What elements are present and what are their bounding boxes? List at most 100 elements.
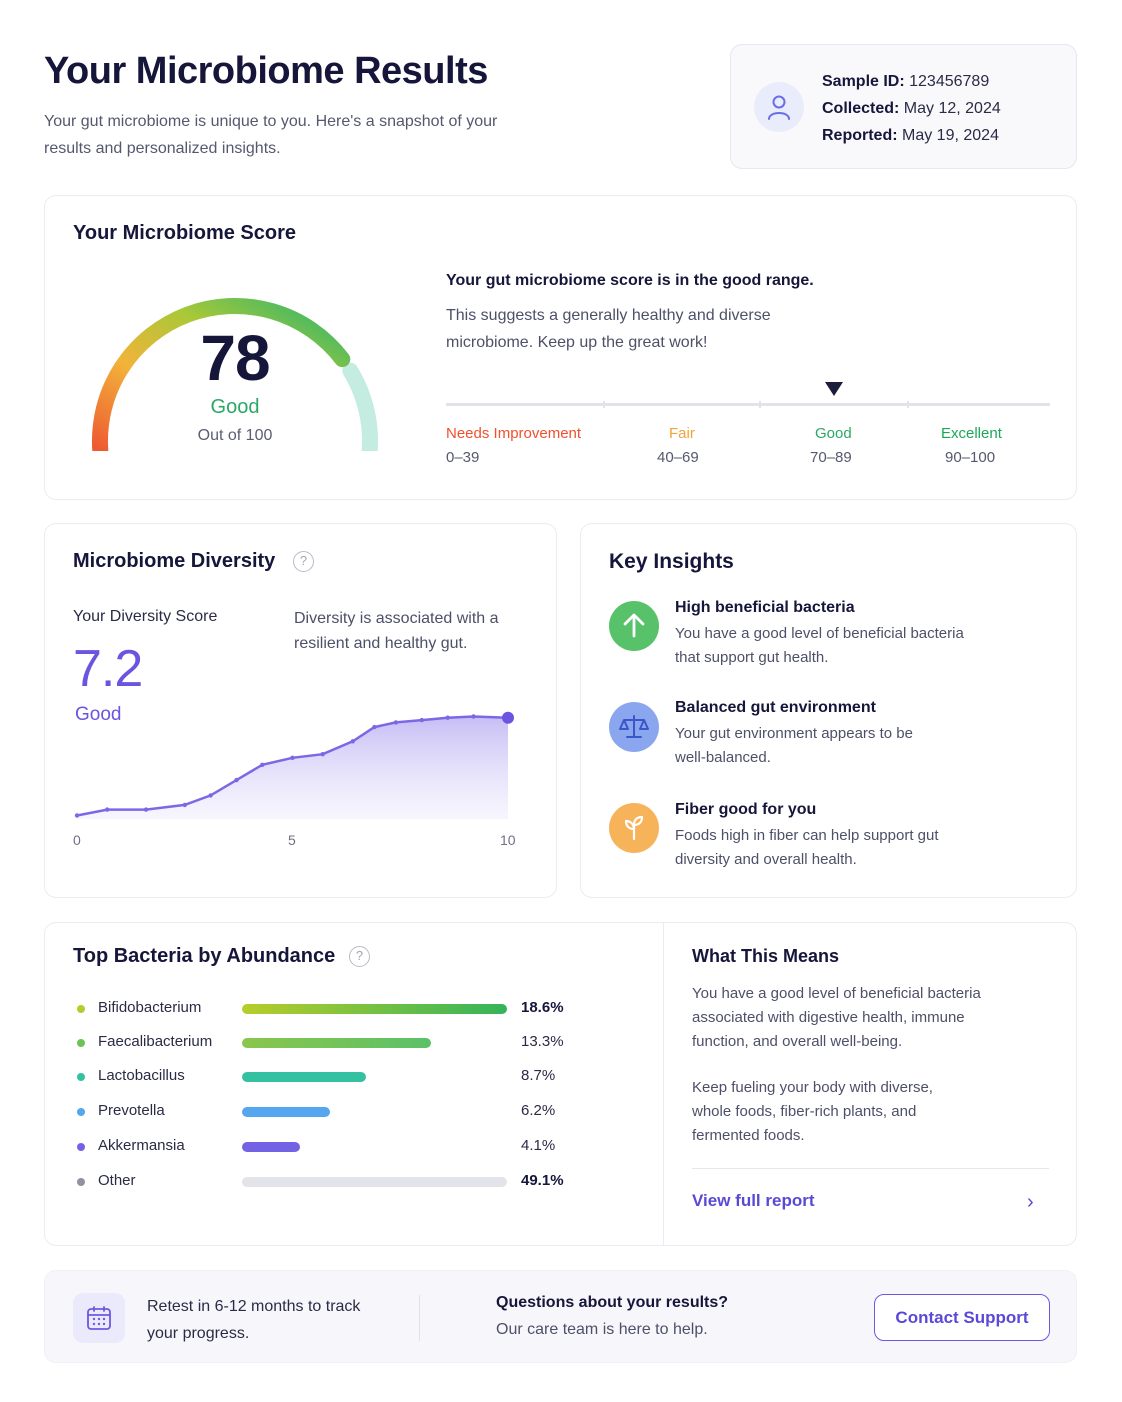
abundance-percent: 18.6% (521, 999, 564, 1016)
user-icon (754, 82, 804, 132)
bacteria-name: Lactobacillus (98, 1067, 185, 1084)
legend-dot (77, 1039, 85, 1047)
range-label-needs-improvement: Needs Improvement (446, 425, 582, 442)
questions-heading: Questions about your results? (496, 1294, 729, 1311)
diversity-area (77, 716, 508, 819)
bacteria-row: Prevotella 6.2% (73, 1102, 633, 1122)
help-icon[interactable]: ? (349, 946, 370, 967)
key-insights-card: Key Insights High beneficial bacteria Yo… (580, 523, 1077, 898)
insight-text: Foods high in fiber can help support gut… (675, 827, 939, 868)
bacteria-card: Top Bacteria by Abundance ? Bifidobacter… (44, 922, 1077, 1246)
score-rating: Good (210, 396, 260, 418)
insight-title: Balanced gut environment (675, 699, 876, 716)
diversity-card-title: Microbiome Diversity (73, 550, 276, 572)
abundance-percent: 6.2% (521, 1102, 556, 1119)
diversity-score-value: 7.2 (73, 640, 143, 698)
plant-icon (609, 803, 659, 853)
sample-id-line: Sample ID: 123456789 (822, 73, 990, 90)
diversity-card: Microbiome Diversity ? Your Diversity Sc… (44, 523, 557, 898)
bacteria-name: Other (98, 1172, 136, 1189)
collected-line: Collected: May 12, 2024 (822, 100, 1001, 117)
bacteria-name: Faecalibacterium (98, 1033, 213, 1050)
bacteria-name: Prevotella (98, 1102, 165, 1119)
meaning-paragraph: Keep fueling your body with diverse, who… (692, 1079, 933, 1144)
x-tick-label: 0 (73, 832, 81, 848)
diversity-line (76, 715, 509, 817)
data-point (393, 720, 399, 725)
data-point (320, 752, 325, 757)
diversity-score-label: Your Diversity Score (73, 608, 218, 625)
retest-text: Retest in 6-12 months to track your prog… (147, 1298, 361, 1342)
bacteria-row: Lactobacillus 8.7% (73, 1067, 633, 1087)
score-headline: Your gut microbiome score is in the good… (446, 272, 814, 289)
sample-info-card: Sample ID: 123456789 Collected: May 12, … (730, 44, 1077, 169)
x-tick-label: 5 (288, 832, 296, 848)
score-gauge (91, 297, 379, 451)
abundance-bar (242, 1107, 330, 1117)
abundance-bar (242, 1038, 431, 1048)
data-point (350, 739, 355, 744)
view-full-report-link[interactable]: View full report (692, 1191, 815, 1210)
page-title: Your Microbiome Results (44, 50, 488, 92)
card-divider (663, 923, 664, 1245)
range-marker-icon (825, 382, 843, 396)
diversity-note: Diversity is associated with a resilient… (294, 610, 499, 652)
data-point (471, 714, 476, 719)
abundance-percent: 4.1% (521, 1137, 556, 1154)
insight-title: High beneficial bacteria (675, 599, 855, 616)
data-point (143, 807, 149, 812)
range-value: 70–89 (810, 449, 852, 466)
arrow-up-icon (609, 601, 659, 651)
legend-dot (77, 1178, 85, 1186)
range-label-excellent: Excellent (941, 425, 1002, 442)
care-team-text: Our care team is here to help. (496, 1321, 708, 1338)
insight-text: Your gut environment appears to be well-… (675, 725, 913, 766)
gauge-track (342, 362, 379, 451)
insight-title: Fiber good for you (675, 801, 817, 818)
data-point (260, 762, 265, 767)
data-point (182, 802, 187, 808)
meaning-paragraph: You have a good level of beneficial bact… (692, 985, 981, 1050)
footer-divider (419, 1295, 420, 1341)
meaning-divider (692, 1168, 1049, 1169)
abundance-bar (242, 1177, 507, 1187)
gauge-fill (91, 297, 351, 451)
score-card: Your Microbiome Score 78 Good Out of 100… (44, 195, 1077, 500)
diversity-rating: Good (75, 704, 122, 725)
data-point (74, 813, 80, 818)
range-value: 40–69 (657, 449, 699, 466)
meaning-title: What This Means (692, 946, 840, 966)
legend-dot (77, 1108, 85, 1116)
range-divider (907, 401, 909, 408)
bacteria-row: Bifidobacterium 18.6% (73, 999, 633, 1019)
data-point (372, 724, 377, 730)
chevron-right-icon[interactable]: › (1027, 1191, 1034, 1213)
data-point (290, 755, 295, 760)
legend-dot (77, 1143, 85, 1151)
abundance-bar (242, 1072, 366, 1082)
data-point (105, 807, 110, 812)
range-divider (603, 401, 605, 408)
data-point (419, 717, 424, 723)
legend-dot (77, 1073, 85, 1081)
reported-line: Reported: May 19, 2024 (822, 127, 999, 144)
range-track (446, 403, 1050, 406)
score-card-title: Your Microbiome Score (73, 222, 297, 244)
range-value: 90–100 (945, 449, 996, 466)
data-point (445, 715, 450, 720)
current-point (502, 711, 514, 724)
insight-text: You have a good level of beneficial bact… (675, 625, 964, 666)
page-subtitle: Your gut microbiome is unique to you. He… (44, 113, 498, 157)
help-icon[interactable]: ? (293, 551, 314, 572)
bacteria-name: Bifidobacterium (98, 999, 202, 1016)
bacteria-card-title: Top Bacteria by Abundance (73, 945, 336, 967)
contact-support-button[interactable]: Contact Support (874, 1294, 1050, 1341)
abundance-percent: 13.3% (521, 1033, 564, 1050)
scale-icon (609, 702, 659, 752)
abundance-bar (242, 1142, 300, 1152)
abundance-bar (242, 1004, 507, 1014)
x-tick-label: 10 (500, 832, 516, 848)
score-out-of: Out of 100 (197, 427, 273, 444)
abundance-percent: 8.7% (521, 1067, 556, 1084)
data-point (208, 793, 213, 798)
